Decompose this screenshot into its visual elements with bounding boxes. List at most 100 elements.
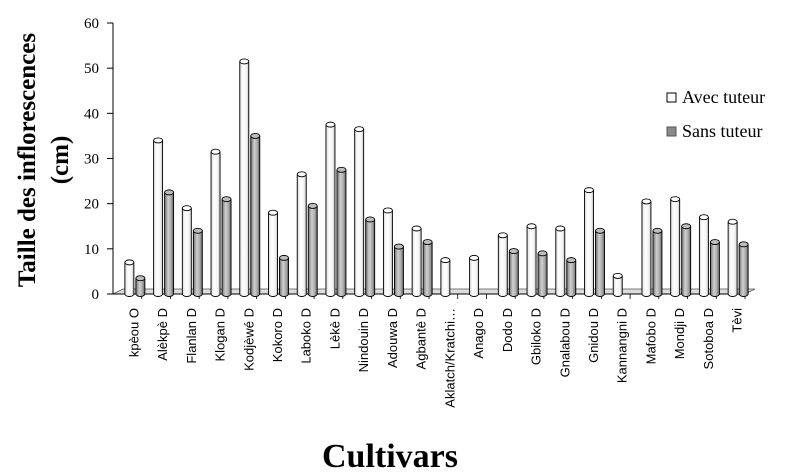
bar-avec-tuteur bbox=[354, 126, 365, 297]
bar-sans-tuteur bbox=[365, 216, 376, 297]
bar-sans-tuteur bbox=[508, 248, 519, 297]
x-tick-label: Kodjèwé D bbox=[241, 308, 256, 371]
x-tick-label: Anago D bbox=[471, 308, 486, 359]
bar-body bbox=[595, 230, 605, 297]
bar-avec-tuteur bbox=[153, 137, 164, 297]
x-tick-label: Gnalabou D bbox=[557, 308, 572, 377]
bar-top bbox=[727, 218, 738, 225]
bar-top bbox=[670, 196, 681, 203]
bar-sans-tuteur bbox=[279, 254, 289, 297]
bar-top bbox=[124, 259, 135, 266]
y-tick-label: 0 bbox=[92, 287, 100, 303]
bar-avec-tuteur bbox=[124, 259, 135, 297]
bar-top bbox=[508, 248, 519, 255]
x-tick-label: Agbantè D bbox=[414, 308, 429, 369]
x-tick-label: Gnidou D bbox=[586, 308, 601, 363]
bar-body bbox=[698, 217, 709, 297]
bar-body bbox=[440, 260, 451, 297]
y-axis-title-line1: Taille des inflorescences bbox=[14, 33, 41, 287]
bar-avec-tuteur bbox=[325, 121, 336, 297]
bar-top bbox=[382, 207, 393, 214]
bar-sans-tuteur bbox=[738, 241, 749, 297]
bar-avec-tuteur bbox=[411, 225, 422, 297]
bar-top bbox=[422, 239, 433, 246]
bar-top bbox=[652, 227, 663, 234]
bar-avec-tuteur bbox=[210, 148, 221, 297]
bar-top bbox=[584, 187, 594, 194]
bar-avec-tuteur bbox=[469, 254, 480, 297]
bar-top bbox=[336, 166, 347, 173]
bar-top bbox=[268, 209, 278, 216]
bar-avec-tuteur bbox=[670, 196, 681, 297]
bar-sans-tuteur bbox=[336, 166, 347, 297]
bar-body bbox=[135, 278, 146, 297]
bar-body bbox=[469, 257, 480, 297]
bar-top bbox=[192, 227, 203, 234]
y-tick-label: 10 bbox=[84, 242, 99, 258]
legend-swatch-avec-tuteur bbox=[666, 92, 677, 103]
bar-top bbox=[497, 232, 508, 239]
bar-sans-tuteur bbox=[393, 243, 404, 297]
bar-top bbox=[135, 275, 146, 282]
legend: Avec tuteur Sans tuteur bbox=[666, 87, 765, 141]
bar-body bbox=[210, 151, 221, 297]
bar-top bbox=[526, 223, 537, 230]
bar-top bbox=[296, 171, 307, 178]
bar-top bbox=[709, 239, 720, 246]
bar-sans-tuteur bbox=[164, 189, 175, 297]
bar-body bbox=[268, 212, 278, 297]
bar-avec-tuteur bbox=[698, 214, 709, 297]
x-tick-label: kpèou O bbox=[126, 308, 141, 357]
bar-sans-tuteur bbox=[192, 227, 203, 297]
bar-body bbox=[382, 210, 393, 297]
bar-avec-tuteur bbox=[440, 257, 451, 297]
bar-top bbox=[393, 243, 404, 250]
bar-body bbox=[681, 226, 692, 297]
x-tick-label: Kokoro D bbox=[270, 308, 285, 362]
bar-top bbox=[181, 205, 192, 212]
bar-sans-tuteur bbox=[566, 257, 577, 297]
bar-body bbox=[526, 226, 537, 297]
bar-body bbox=[192, 230, 203, 297]
bar-body bbox=[727, 221, 738, 297]
bar-top bbox=[164, 189, 175, 196]
bar-sans-tuteur bbox=[250, 132, 261, 297]
x-tick-label: Adouwa D bbox=[385, 308, 400, 368]
bar-sans-tuteur bbox=[681, 223, 692, 297]
bar-top bbox=[641, 198, 652, 205]
bar-top bbox=[555, 225, 566, 232]
bar-body bbox=[738, 244, 749, 297]
bar-sans-tuteur bbox=[595, 227, 605, 297]
bar-avec-tuteur bbox=[555, 225, 566, 297]
bar-body bbox=[164, 192, 175, 297]
x-tick-label: Dodo D bbox=[500, 308, 515, 352]
bar-sans-tuteur bbox=[537, 250, 548, 297]
text-layer: Taille des inflorescences (cm) Cultivars… bbox=[14, 16, 745, 475]
bar-avec-tuteur bbox=[584, 187, 594, 297]
bar-top bbox=[566, 257, 577, 264]
bar-sans-tuteur bbox=[709, 239, 720, 297]
bar-sans-tuteur bbox=[135, 275, 146, 297]
y-axis-title-line2: (cm) bbox=[47, 136, 74, 185]
x-tick-label: Gbiloko D bbox=[529, 308, 544, 365]
bar-top bbox=[738, 241, 749, 248]
bar-body bbox=[354, 129, 365, 297]
bar-body bbox=[336, 169, 347, 297]
bar-top bbox=[354, 126, 365, 133]
bar-top bbox=[612, 272, 623, 279]
x-tick-label: Klogan D bbox=[213, 308, 228, 361]
bar-sans-tuteur bbox=[652, 227, 663, 297]
legend-swatch-sans-tuteur bbox=[666, 126, 677, 137]
bar-top bbox=[469, 254, 480, 261]
bar-top bbox=[279, 254, 289, 261]
y-tick-label: 30 bbox=[84, 152, 99, 168]
bar-avec-tuteur bbox=[239, 58, 250, 297]
bar-top bbox=[440, 257, 451, 264]
bar-body bbox=[221, 199, 232, 297]
bar-top bbox=[365, 216, 376, 223]
x-tick-label: Kannangni D bbox=[615, 308, 630, 383]
bar-sans-tuteur bbox=[307, 202, 318, 297]
bar-body bbox=[411, 228, 422, 297]
bar-top bbox=[681, 223, 692, 230]
